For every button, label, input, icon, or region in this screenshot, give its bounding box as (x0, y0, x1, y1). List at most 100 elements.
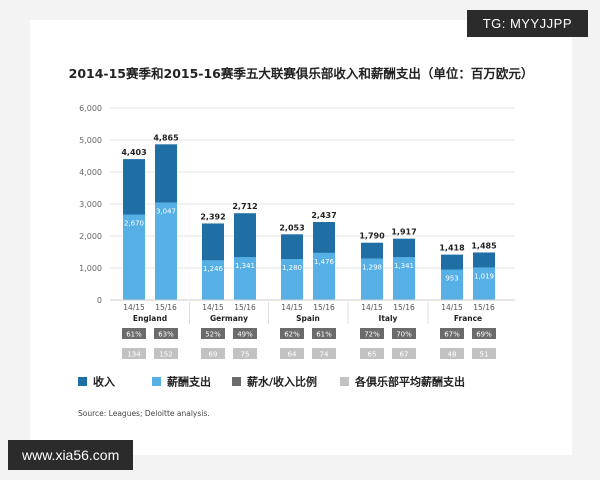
y-tick-label: 3,000 (79, 200, 102, 209)
ratio-badge-label: 72% (364, 331, 380, 339)
season-tick-label: 15/16 (473, 303, 495, 312)
season-tick-label: 15/16 (393, 303, 415, 312)
chart-title: 2014-15赛季和2015-16赛季五大联赛俱乐部收入和薪酬支出（单位：百万欧… (69, 66, 534, 81)
avg-wage-badge (154, 348, 178, 359)
avg-wage-badge (233, 348, 257, 359)
revenue-data-label: 2,712 (232, 202, 257, 211)
y-tick-label: 4,000 (79, 168, 102, 177)
wages-data-label: 953 (445, 275, 458, 283)
y-tick-label: 5,000 (79, 136, 102, 145)
avg-wage-badge (280, 348, 304, 359)
wages-data-label: 1,476 (314, 258, 335, 266)
ratio-badge (360, 328, 384, 339)
wages-data-label: 1,341 (394, 262, 414, 270)
wages-data-label: 3,047 (156, 207, 176, 215)
avg-wage-badge (201, 348, 225, 359)
season-tick-label: 15/16 (234, 303, 256, 312)
revenue-data-label: 1,485 (471, 241, 497, 250)
league-label: Germany (210, 314, 248, 323)
wages-bar (313, 252, 335, 300)
wages-bar (361, 258, 383, 300)
ratio-badge-label: 69% (476, 331, 492, 339)
ratio-badge (472, 328, 496, 339)
revenue-data-label: 2,053 (279, 223, 304, 232)
league-label: France (454, 314, 482, 323)
wages-data-label: 1,019 (474, 272, 494, 280)
league-label: England (133, 314, 167, 323)
legend-label: 收入 (93, 375, 115, 389)
chart-card: 2014-15赛季和2015-16赛季五大联赛俱乐部收入和薪酬支出（单位：百万欧… (30, 20, 572, 455)
revenue-data-label: 1,790 (359, 232, 385, 241)
ratio-badge-label: 62% (284, 331, 300, 339)
legend-label: 薪酬支出 (167, 375, 211, 389)
league-label: Italy (379, 314, 398, 323)
season-tick-label: 14/15 (123, 303, 145, 312)
ratio-badge-label: 49% (237, 331, 253, 339)
ratio-badge (201, 328, 225, 339)
legend-swatch (152, 377, 161, 386)
ratio-badge (280, 328, 304, 339)
legend-swatch (78, 377, 87, 386)
chart-svg: 2014-15赛季和2015-16赛季五大联赛俱乐部收入和薪酬支出（单位：百万欧… (69, 66, 534, 418)
ratio-badge-label: 70% (396, 331, 412, 339)
season-tick-label: 15/16 (155, 303, 177, 312)
avg-wage-badge (472, 348, 496, 359)
revenue-data-label: 4,403 (121, 148, 146, 157)
season-tick-label: 14/15 (441, 303, 463, 312)
revenue-data-label: 2,392 (200, 212, 225, 221)
legend-label: 各俱乐部平均薪酬支出 (354, 375, 465, 389)
avg-wage-badge-label: 67 (400, 351, 409, 359)
season-tick-label: 14/15 (361, 303, 383, 312)
avg-wage-badge (440, 348, 464, 359)
wages-data-label: 1,341 (235, 262, 255, 270)
avg-wage-badge-label: 75 (241, 351, 250, 359)
ratio-badge-label: 61% (316, 331, 332, 339)
wages-bar (202, 260, 224, 300)
wages-bar (393, 257, 415, 300)
legend-swatch (232, 377, 241, 386)
wages-bar (281, 259, 303, 300)
legend-label: 薪水/收入比例 (247, 375, 317, 389)
watermark-bottom: www.xia56.com (8, 440, 134, 470)
wages-bar (441, 269, 463, 300)
avg-wage-badge-label: 134 (127, 351, 141, 359)
avg-wage-badge-label: 65 (368, 351, 377, 359)
season-tick-label: 14/15 (281, 303, 303, 312)
wages-data-label: 1,246 (203, 265, 224, 273)
ratio-badge (440, 328, 464, 339)
season-tick-label: 15/16 (313, 303, 335, 312)
y-tick-label: 0 (97, 296, 102, 305)
ratio-badge (122, 328, 146, 339)
ratio-badge (392, 328, 416, 339)
ratio-badge (312, 328, 336, 339)
watermark-top: TG: MYYJJPP (466, 10, 588, 37)
avg-wage-badge-label: 74 (320, 351, 329, 359)
avg-wage-badge (392, 348, 416, 359)
season-tick-label: 14/15 (202, 303, 224, 312)
revenue-data-label: 4,865 (153, 133, 179, 142)
wages-data-label: 1,298 (362, 263, 382, 271)
ratio-badge-label: 52% (205, 331, 221, 339)
avg-wage-badge (312, 348, 336, 359)
revenue-data-label: 1,917 (391, 228, 416, 237)
avg-wage-badge (122, 348, 146, 359)
avg-wage-badge-label: 69 (209, 351, 218, 359)
ratio-badge-label: 67% (444, 331, 460, 339)
y-tick-label: 2,000 (79, 232, 102, 241)
league-label: Spain (296, 314, 320, 323)
y-tick-label: 6,000 (79, 104, 102, 113)
revenue-data-label: 1,418 (439, 244, 465, 253)
ratio-badge-label: 63% (158, 331, 174, 339)
avg-wage-badge-label: 48 (448, 351, 457, 359)
legend-swatch (340, 377, 349, 386)
wages-bar (155, 202, 177, 300)
wages-bar (473, 267, 495, 300)
avg-wage-badge (360, 348, 384, 359)
avg-wage-badge-label: 64 (288, 351, 297, 359)
wages-bar (234, 257, 256, 300)
wages-data-label: 1,280 (282, 264, 302, 272)
wages-bar (123, 214, 145, 300)
ratio-badge-label: 61% (126, 331, 142, 339)
revenue-data-label: 2,437 (311, 211, 336, 220)
source-note: Source: Leagues; Deloitte analysis. (78, 409, 210, 418)
